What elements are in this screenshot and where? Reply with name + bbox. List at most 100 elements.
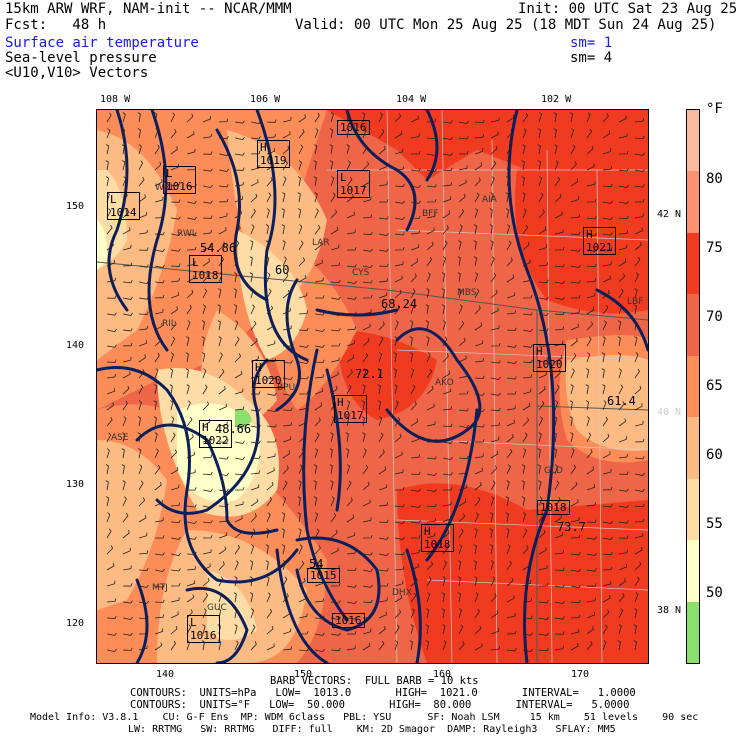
wind-barb bbox=[394, 275, 403, 283]
wind-barb bbox=[266, 496, 273, 507]
wind-barb bbox=[250, 455, 261, 459]
wind-barb bbox=[330, 160, 334, 171]
wind-barb bbox=[217, 608, 222, 619]
wind-barb bbox=[570, 464, 576, 475]
wind-barb bbox=[122, 296, 133, 300]
wind-barb bbox=[346, 229, 356, 235]
wind-barb bbox=[282, 480, 288, 491]
wind-barb bbox=[250, 373, 260, 379]
y-label-120: 120 bbox=[66, 618, 85, 629]
wind-barb bbox=[506, 144, 512, 155]
wind-barb bbox=[474, 162, 483, 171]
wind-barb bbox=[602, 504, 613, 508]
wind-barb bbox=[282, 560, 287, 571]
wind-barb bbox=[521, 160, 525, 171]
wind-barb bbox=[618, 244, 628, 251]
wind-barb bbox=[586, 568, 597, 572]
wind-barb bbox=[298, 433, 306, 443]
wind-barb bbox=[218, 198, 229, 203]
wind-barb bbox=[442, 560, 447, 571]
wind-barb bbox=[137, 112, 141, 123]
wind-barb bbox=[394, 113, 402, 123]
wind-barb bbox=[122, 600, 133, 604]
contour-info-pressure: CONTOURS: UNITS=hPa LOW= 1013.0 HIGH= 10… bbox=[130, 687, 636, 699]
wind-barb bbox=[394, 640, 399, 651]
wind-barb bbox=[442, 640, 447, 651]
wind-barb bbox=[474, 192, 480, 203]
lon-label-108w: 108 W bbox=[100, 94, 131, 105]
wind-barb bbox=[570, 628, 580, 635]
wind-barb bbox=[202, 352, 206, 363]
init-time: Init: 00 UTC Sat 23 Aug 25 bbox=[518, 1, 738, 17]
wind-barb bbox=[362, 280, 373, 284]
wind-barb bbox=[522, 294, 533, 299]
wind-barb bbox=[218, 518, 229, 523]
wind-barb bbox=[474, 408, 485, 413]
wind-barb bbox=[586, 597, 596, 603]
wind-barb bbox=[106, 128, 111, 139]
wind-barb bbox=[202, 200, 213, 204]
wind-barb bbox=[138, 247, 149, 251]
wind-barb bbox=[378, 597, 388, 603]
wind-barb bbox=[314, 545, 321, 555]
wind-barb bbox=[426, 576, 432, 587]
wind-barb bbox=[522, 615, 533, 619]
wind-barb bbox=[234, 181, 244, 187]
wind-barb bbox=[394, 232, 405, 236]
wind-barb bbox=[442, 152, 453, 156]
wind-barb bbox=[265, 544, 269, 555]
wind-barb bbox=[601, 368, 605, 379]
wind-barb bbox=[138, 177, 145, 187]
wind-barb bbox=[378, 181, 388, 187]
wind-barbs bbox=[105, 112, 645, 653]
wind-barb bbox=[505, 208, 510, 219]
wind-barb bbox=[138, 616, 149, 620]
wind-barb bbox=[586, 306, 595, 315]
wind-barb bbox=[425, 624, 429, 635]
lon-label-104w: 104 W bbox=[396, 94, 427, 105]
wind-barb bbox=[218, 592, 223, 603]
wind-barb bbox=[170, 306, 178, 315]
wind-barb bbox=[554, 497, 561, 507]
wind-barb bbox=[410, 168, 421, 172]
wind-barb bbox=[282, 256, 287, 267]
wind-barb bbox=[282, 465, 289, 475]
wind-barb bbox=[426, 256, 433, 267]
wind-barb bbox=[522, 648, 533, 653]
wind-barb bbox=[234, 472, 245, 476]
wind-barb bbox=[570, 323, 579, 331]
wind-barb bbox=[586, 181, 596, 187]
temp-label-54-86: 54.86 bbox=[200, 241, 237, 255]
wind-barb bbox=[106, 528, 112, 539]
wind-barb bbox=[378, 449, 385, 459]
wind-barb bbox=[266, 162, 274, 171]
wind-barb bbox=[377, 384, 381, 395]
wind-barb bbox=[602, 166, 613, 171]
wind-barb bbox=[521, 176, 525, 187]
wind-barb bbox=[506, 376, 517, 380]
wind-barb bbox=[634, 368, 640, 379]
wind-barb bbox=[186, 320, 191, 331]
wind-barb bbox=[218, 532, 228, 539]
station-guc: GUC bbox=[207, 603, 227, 613]
wind-barb bbox=[266, 392, 277, 396]
legend-label-75: 75 bbox=[706, 240, 723, 256]
wind-barb bbox=[282, 192, 286, 203]
wind-barb bbox=[106, 580, 116, 587]
wind-barb bbox=[202, 488, 213, 492]
wind-barb bbox=[202, 168, 213, 172]
wind-barb bbox=[170, 146, 178, 155]
wind-barb bbox=[569, 416, 573, 427]
temp-fill-60-sw bbox=[97, 440, 167, 610]
wind-barb bbox=[506, 630, 517, 635]
wind-barb bbox=[474, 134, 485, 139]
wind-barb bbox=[474, 340, 484, 347]
wind-barb bbox=[570, 128, 575, 139]
wind-barb bbox=[346, 296, 357, 300]
wind-barb bbox=[122, 371, 131, 379]
wind-barb bbox=[538, 244, 548, 251]
wind-barb bbox=[410, 578, 418, 587]
wind-barb bbox=[186, 594, 195, 603]
wind-barb bbox=[154, 464, 161, 475]
wind-barb bbox=[330, 432, 334, 443]
